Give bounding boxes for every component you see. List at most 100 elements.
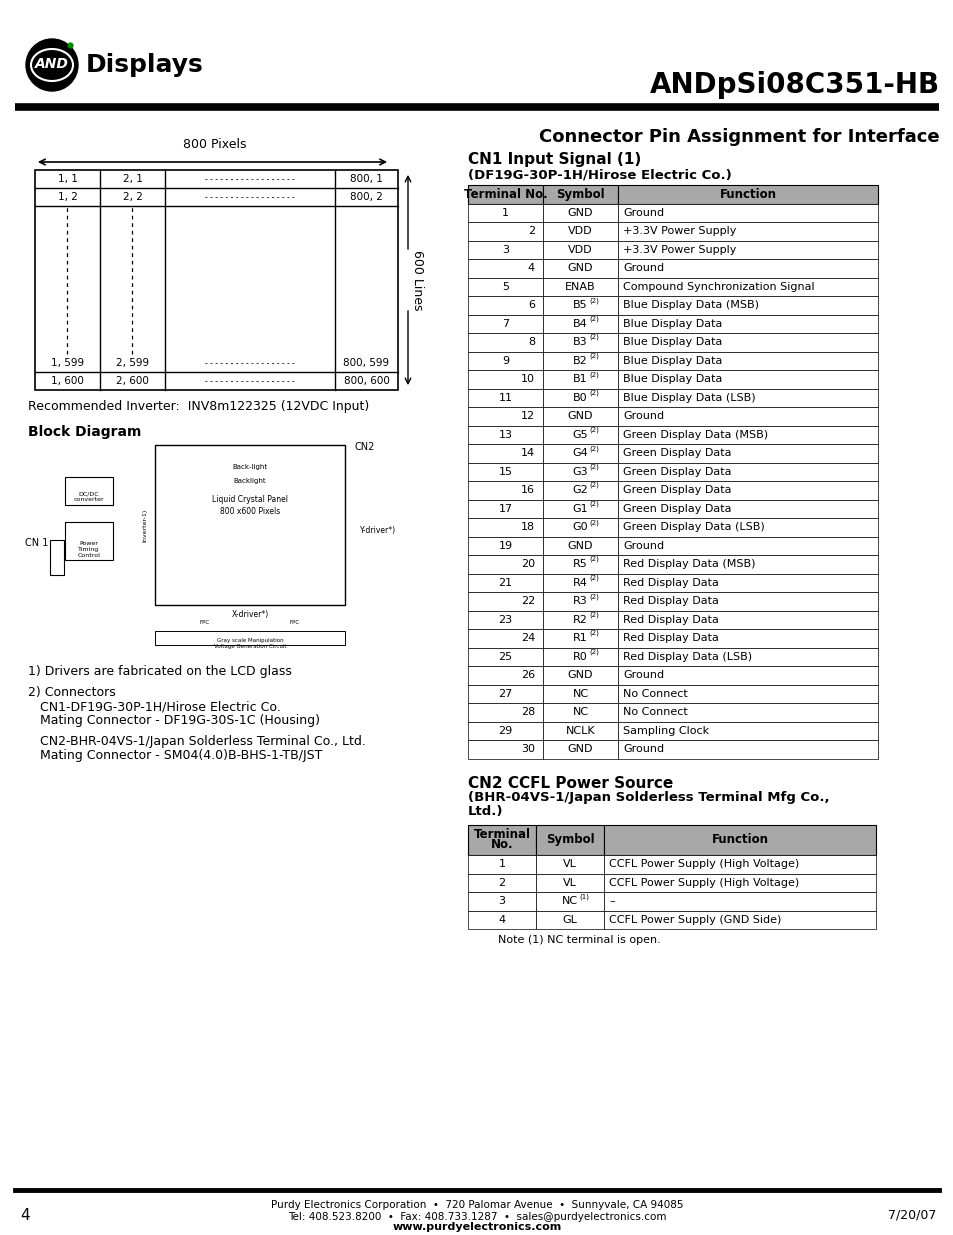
Bar [542, 740, 618, 758]
Bar [160, 447, 339, 459]
Text: Function: Function [711, 834, 768, 846]
Bar [618, 536, 877, 555]
Bar [542, 185, 618, 204]
Text: VDD: VDD [568, 226, 592, 236]
Text: Ground: Ground [622, 263, 663, 273]
Bar [542, 684, 618, 703]
Text: Red Display Data: Red Display Data [622, 615, 719, 625]
Bar [618, 573, 877, 592]
Text: - - - - - - - - - - - - - - - - - -: - - - - - - - - - - - - - - - - - - [205, 358, 294, 368]
Text: (BHR-04VS-1/Japan Solderless Terminal Mfg Co.,: (BHR-04VS-1/Japan Solderless Terminal Mf… [468, 792, 829, 804]
Text: 800, 599: 800, 599 [343, 358, 389, 368]
Text: 800 x600 Pixels: 800 x600 Pixels [219, 508, 280, 516]
Text: Mating Connector - SM04(4.0)B-BHS-1-TB/JST: Mating Connector - SM04(4.0)B-BHS-1-TB/J… [28, 748, 322, 762]
Text: Blue Display Data: Blue Display Data [622, 319, 721, 329]
Text: NC: NC [561, 897, 578, 906]
Bar [468, 629, 542, 647]
Text: 5: 5 [501, 282, 509, 291]
Bar [542, 241, 618, 259]
Bar [618, 517, 877, 536]
Text: Red Display Data: Red Display Data [622, 634, 719, 643]
Text: 7: 7 [501, 319, 509, 329]
Text: +3.3V Power Supply: +3.3V Power Supply [622, 245, 736, 254]
Text: Displays: Displays [86, 53, 204, 77]
Bar [468, 873, 536, 892]
Text: Connector Pin Assignment for Interface: Connector Pin Assignment for Interface [538, 128, 939, 146]
Bar [542, 370, 618, 389]
Bar [468, 517, 542, 536]
Bar [618, 185, 877, 204]
Text: VL: VL [562, 878, 577, 888]
Text: 30: 30 [520, 745, 535, 755]
Text: No.: No. [490, 839, 513, 851]
Text: 12: 12 [520, 411, 535, 421]
Bar [542, 445, 618, 462]
Bar [618, 389, 877, 408]
Bar [618, 408, 877, 426]
Bar [618, 426, 877, 445]
Bar [536, 910, 603, 929]
Text: +3.3V Power Supply: +3.3V Power Supply [622, 226, 736, 236]
Bar [618, 462, 877, 480]
Bar [536, 855, 603, 873]
Bar [618, 721, 877, 740]
Text: (2): (2) [589, 296, 598, 304]
Text: 1, 599: 1, 599 [51, 358, 84, 368]
Bar [468, 480, 542, 499]
Text: CN 1: CN 1 [25, 538, 48, 548]
Text: CCFL Power Supply (GND Side): CCFL Power Supply (GND Side) [608, 915, 781, 925]
Text: G5: G5 [572, 430, 588, 440]
Text: 21: 21 [497, 578, 512, 588]
Bar [542, 389, 618, 408]
Bar [542, 592, 618, 610]
Text: Red Display Data: Red Display Data [622, 578, 719, 588]
Text: Gray scale Manipulation
Voltage Generation Circuit: Gray scale Manipulation Voltage Generati… [213, 638, 286, 648]
Text: GL: GL [562, 915, 577, 925]
Text: 23: 23 [497, 615, 512, 625]
Bar [542, 333, 618, 352]
Text: Symbol: Symbol [556, 188, 604, 201]
Bar [542, 480, 618, 499]
Text: (2): (2) [589, 370, 598, 378]
Bar [542, 278, 618, 296]
Text: B5: B5 [573, 300, 587, 310]
Bar [618, 333, 877, 352]
Text: (2): (2) [589, 500, 598, 508]
Bar [618, 296, 877, 315]
Text: (2): (2) [589, 352, 598, 359]
Bar [618, 480, 877, 499]
Bar [468, 278, 542, 296]
Bar [468, 370, 542, 389]
Text: Ground: Ground [622, 541, 663, 551]
Text: R4: R4 [573, 578, 587, 588]
Text: B3: B3 [573, 337, 587, 347]
Text: 800, 600: 800, 600 [343, 375, 389, 387]
Text: 20: 20 [520, 559, 535, 569]
Text: Green Display Data (MSB): Green Display Data (MSB) [622, 430, 767, 440]
Bar [542, 315, 618, 333]
Bar [468, 684, 542, 703]
Text: Ltd.): Ltd.) [468, 805, 503, 819]
Text: CN2-BHR-04VS-1/Japan Solderless Terminal Co., Ltd.: CN2-BHR-04VS-1/Japan Solderless Terminal… [28, 735, 366, 748]
Text: Liquid Crystal Panel: Liquid Crystal Panel [212, 495, 288, 504]
Bar [65, 477, 112, 505]
Bar [468, 296, 542, 315]
Text: (1): (1) [578, 893, 588, 899]
Text: Blue Display Data: Blue Display Data [622, 374, 721, 384]
Text: Block Diagram: Block Diagram [28, 425, 141, 438]
Bar [618, 259, 877, 278]
Text: 26: 26 [520, 671, 535, 680]
Text: 1) Drivers are fabricated on the LCD glass: 1) Drivers are fabricated on the LCD gla… [28, 664, 292, 678]
Text: Blue Display Data (MSB): Blue Display Data (MSB) [622, 300, 759, 310]
Text: VL: VL [562, 860, 577, 869]
Text: Inverter-1): Inverter-1) [142, 509, 148, 542]
Bar [468, 892, 536, 910]
Text: 24: 24 [520, 634, 535, 643]
Bar [468, 592, 542, 610]
Text: G0: G0 [572, 522, 588, 532]
Bar [468, 855, 536, 873]
Bar [468, 740, 542, 758]
Text: 800, 2: 800, 2 [350, 191, 382, 203]
Text: 2: 2 [497, 878, 505, 888]
Text: NC: NC [572, 708, 588, 718]
